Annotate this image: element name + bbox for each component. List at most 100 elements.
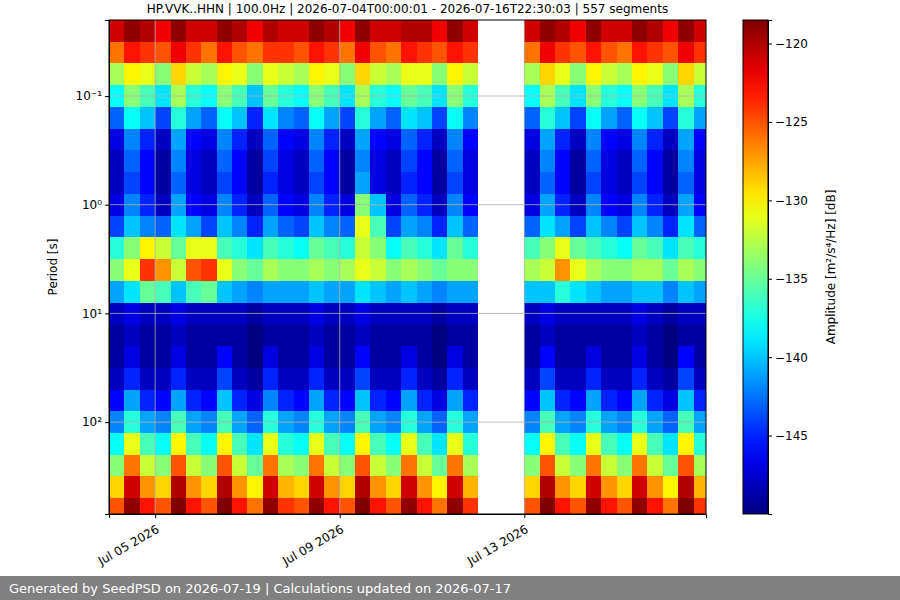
- psd-cell: [401, 476, 416, 498]
- psd-cell: [663, 216, 678, 238]
- psd-cell: [540, 42, 555, 64]
- psd-cell: [324, 390, 339, 412]
- psd-cell: [678, 390, 693, 412]
- psd-cell: [401, 129, 416, 151]
- psd-cell: [370, 368, 385, 390]
- psd-cell: [401, 42, 416, 64]
- psd-cell: [663, 433, 678, 455]
- y-tick: 10¹: [82, 307, 109, 321]
- psd-cell: [124, 476, 139, 498]
- psd-cell: [155, 63, 170, 85]
- psd-cell: [463, 20, 478, 42]
- psd-cell: [232, 20, 247, 42]
- psd-cell: [247, 237, 262, 259]
- psd-cell: [524, 216, 539, 238]
- psd-cell: [586, 433, 601, 455]
- colorbar-tick-mark: [768, 436, 772, 437]
- psd-cell: [355, 433, 370, 455]
- psd-cell: [524, 63, 539, 85]
- psd-cell: [678, 368, 693, 390]
- psd-cell: [617, 237, 632, 259]
- psd-cell: [570, 216, 585, 238]
- psd-cell: [324, 259, 339, 281]
- colorbar-tick-mark: [768, 200, 772, 201]
- psd-cell: [463, 42, 478, 64]
- psd-cell: [140, 259, 155, 281]
- psd-cell: [540, 325, 555, 347]
- psd-cell: [540, 216, 555, 238]
- psd-cell: [355, 42, 370, 64]
- psd-cell: [217, 455, 232, 477]
- psd-cell: [370, 107, 385, 129]
- psd-cell: [263, 281, 278, 303]
- psd-cell: [324, 476, 339, 498]
- psd-cell: [401, 107, 416, 129]
- psd-cell: [463, 216, 478, 238]
- psd-cell: [278, 476, 293, 498]
- psd-cell: [647, 259, 662, 281]
- psd-cell: [524, 20, 539, 42]
- psd-cell: [694, 63, 706, 85]
- psd-cell: [401, 237, 416, 259]
- psd-cell: [186, 281, 201, 303]
- psd-cell: [155, 259, 170, 281]
- psd-cell: [694, 433, 706, 455]
- psd-cell: [417, 498, 432, 514]
- psd-cell: [124, 455, 139, 477]
- psd-cell: [570, 129, 585, 151]
- colorbar-tick: −140: [768, 351, 808, 365]
- psd-cell: [217, 498, 232, 514]
- psd-cell: [570, 433, 585, 455]
- psd-cell: [124, 20, 139, 42]
- psd-cell: [155, 20, 170, 42]
- psd-cell: [555, 172, 570, 194]
- psd-cell: [155, 42, 170, 64]
- psd-cell: [124, 42, 139, 64]
- psd-cell: [247, 216, 262, 238]
- psd-cell: [586, 455, 601, 477]
- psd-cell: [309, 346, 324, 368]
- colorbar-tick-label: −145: [775, 429, 808, 443]
- psd-cell: [386, 433, 401, 455]
- psd-cell: [401, 150, 416, 172]
- psd-cell: [155, 237, 170, 259]
- psd-cell: [401, 498, 416, 514]
- psd-cell: [355, 259, 370, 281]
- psd-cell: [694, 216, 706, 238]
- psd-cell: [555, 150, 570, 172]
- psd-cell: [232, 216, 247, 238]
- psd-cell: [586, 150, 601, 172]
- psd-cell: [432, 455, 447, 477]
- psd-cell: [370, 172, 385, 194]
- psd-cell: [340, 476, 355, 498]
- psd-cell: [155, 216, 170, 238]
- psd-cell: [155, 346, 170, 368]
- psd-cell: [171, 150, 186, 172]
- psd-cell: [524, 433, 539, 455]
- psd-cell: [678, 433, 693, 455]
- psd-cell: [417, 20, 432, 42]
- colorbar-tick-mark: [768, 357, 772, 358]
- psd-cell: [263, 172, 278, 194]
- psd-cell: [601, 368, 616, 390]
- psd-cell: [432, 368, 447, 390]
- psd-cell: [109, 150, 124, 172]
- psd-cell: [524, 368, 539, 390]
- psd-cell: [340, 63, 355, 85]
- psd-cell: [632, 368, 647, 390]
- psd-cell: [463, 368, 478, 390]
- psd-cell: [109, 390, 124, 412]
- psd-cell: [417, 346, 432, 368]
- psd-cell: [186, 476, 201, 498]
- psd-cell: [171, 20, 186, 42]
- psd-cell: [524, 129, 539, 151]
- psd-cell: [201, 150, 216, 172]
- psd-cell: [155, 368, 170, 390]
- psd-cell: [124, 346, 139, 368]
- psd-cell: [370, 216, 385, 238]
- psd-cell: [586, 390, 601, 412]
- psd-cell: [124, 498, 139, 514]
- psd-cell: [601, 476, 616, 498]
- psd-cell: [586, 172, 601, 194]
- psd-cell: [447, 63, 462, 85]
